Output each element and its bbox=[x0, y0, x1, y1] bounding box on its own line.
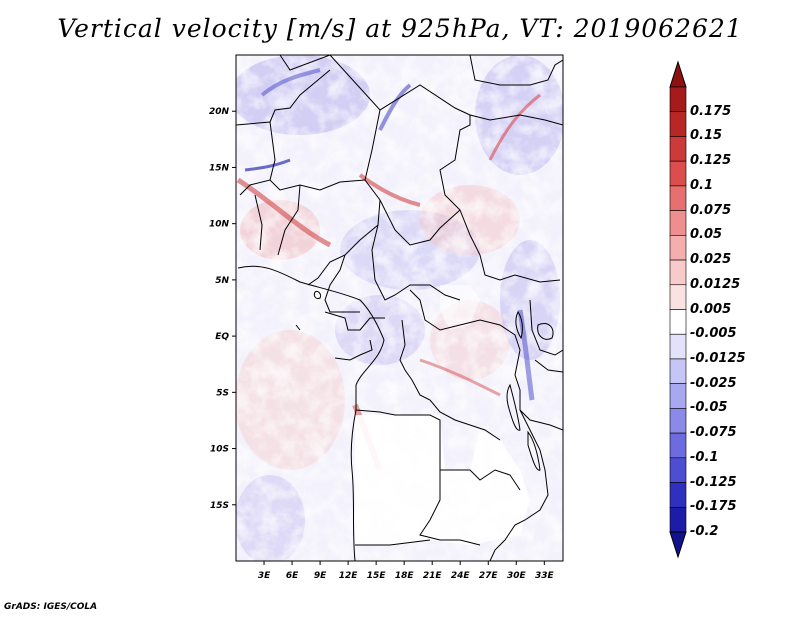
lat-tick-label: 5N bbox=[215, 276, 229, 286]
lon-tick-label: 15E bbox=[367, 571, 387, 581]
colorbar-label: 0.005 bbox=[690, 301, 732, 317]
colorbar-band bbox=[669, 506, 687, 533]
colorbar-band bbox=[669, 333, 687, 360]
lat-tick-label: 15S bbox=[210, 501, 229, 511]
colorbar-label: -0.05 bbox=[690, 400, 728, 416]
colorbar-label: -0.125 bbox=[690, 474, 737, 490]
colorbar-band bbox=[669, 185, 687, 211]
lon-tick-label: 33E bbox=[535, 571, 555, 581]
map-frame bbox=[235, 54, 564, 562]
lon-tick-label: 6E bbox=[286, 571, 299, 581]
colorbar-band bbox=[669, 383, 687, 409]
colorbar-band bbox=[669, 136, 687, 162]
colorbar-label: 0.05 bbox=[690, 227, 723, 243]
lon-tick-label: 12E bbox=[339, 571, 359, 581]
lon-tick-label: 18E bbox=[395, 571, 415, 581]
colorbar-band bbox=[669, 309, 687, 335]
colorbar-label: -0.2 bbox=[690, 524, 719, 539]
lat-tick-label: 20N bbox=[209, 107, 230, 117]
colorbar bbox=[669, 60, 687, 559]
colorbar-label: -0.1 bbox=[690, 449, 719, 465]
colorbar-label: 0.1 bbox=[690, 177, 714, 193]
colorbar-band bbox=[669, 259, 687, 286]
colorbar-bottom-cap bbox=[669, 531, 687, 559]
lon-tick-label: 3E bbox=[258, 571, 271, 581]
map-plot-area bbox=[236, 55, 563, 561]
colorbar-band bbox=[669, 408, 687, 434]
colorbar-top-cap bbox=[669, 60, 687, 88]
colorbar-label: -0.025 bbox=[690, 375, 737, 391]
chart-title: Vertical velocity [m/s] at 925hPa, VT: 2… bbox=[57, 14, 743, 43]
colorbar-label: 0.15 bbox=[690, 128, 723, 144]
lon-tick-label: 21E bbox=[423, 571, 443, 581]
lat-tick-label: EQ bbox=[215, 332, 229, 342]
colorbar-band bbox=[669, 358, 687, 384]
longitude-axis: 3E 6E 9E 12E 15E 18E 21E 24E 27E 30E 33E bbox=[258, 561, 555, 581]
colorbar-band bbox=[669, 86, 687, 113]
lon-tick-label: 24E bbox=[451, 571, 471, 581]
colorbar-label: 0.175 bbox=[690, 103, 732, 119]
lakes bbox=[295, 291, 554, 471]
country-borders bbox=[236, 55, 563, 561]
lat-tick-label: 5S bbox=[216, 388, 229, 398]
colorbar-band bbox=[669, 432, 687, 459]
colorbar-label: -0.005 bbox=[690, 326, 737, 342]
lat-tick-label: 10S bbox=[210, 445, 229, 455]
colorbar-band bbox=[669, 111, 687, 137]
colorbar-band bbox=[669, 482, 687, 508]
colorbar-label: -0.075 bbox=[690, 425, 737, 441]
colorbar-label: 0.125 bbox=[690, 153, 732, 169]
lon-tick-label: 27E bbox=[479, 571, 499, 581]
footer-credit: GrADS: IGES/COLA bbox=[4, 602, 98, 612]
colorbar-label: -0.0125 bbox=[690, 350, 746, 366]
latitude-axis: 20N 15N 10N 5N EQ 5S 10S 15S bbox=[209, 107, 236, 511]
colorbar-band bbox=[669, 160, 687, 187]
colorbar-band bbox=[669, 284, 687, 310]
colorbar-label: -0.175 bbox=[690, 499, 737, 515]
lon-tick-label: 30E bbox=[507, 571, 527, 581]
lon-tick-label: 9E bbox=[314, 571, 327, 581]
colorbar-label: 0.025 bbox=[690, 252, 732, 268]
lat-tick-label: 15N bbox=[209, 163, 230, 173]
colorbar-band bbox=[669, 210, 687, 236]
colorbar-label: 0.075 bbox=[690, 202, 732, 218]
colorbar-label: 0.0125 bbox=[690, 276, 741, 292]
colorbar-band bbox=[669, 457, 687, 483]
colorbar-band bbox=[669, 235, 687, 261]
lat-tick-label: 10N bbox=[209, 220, 230, 230]
